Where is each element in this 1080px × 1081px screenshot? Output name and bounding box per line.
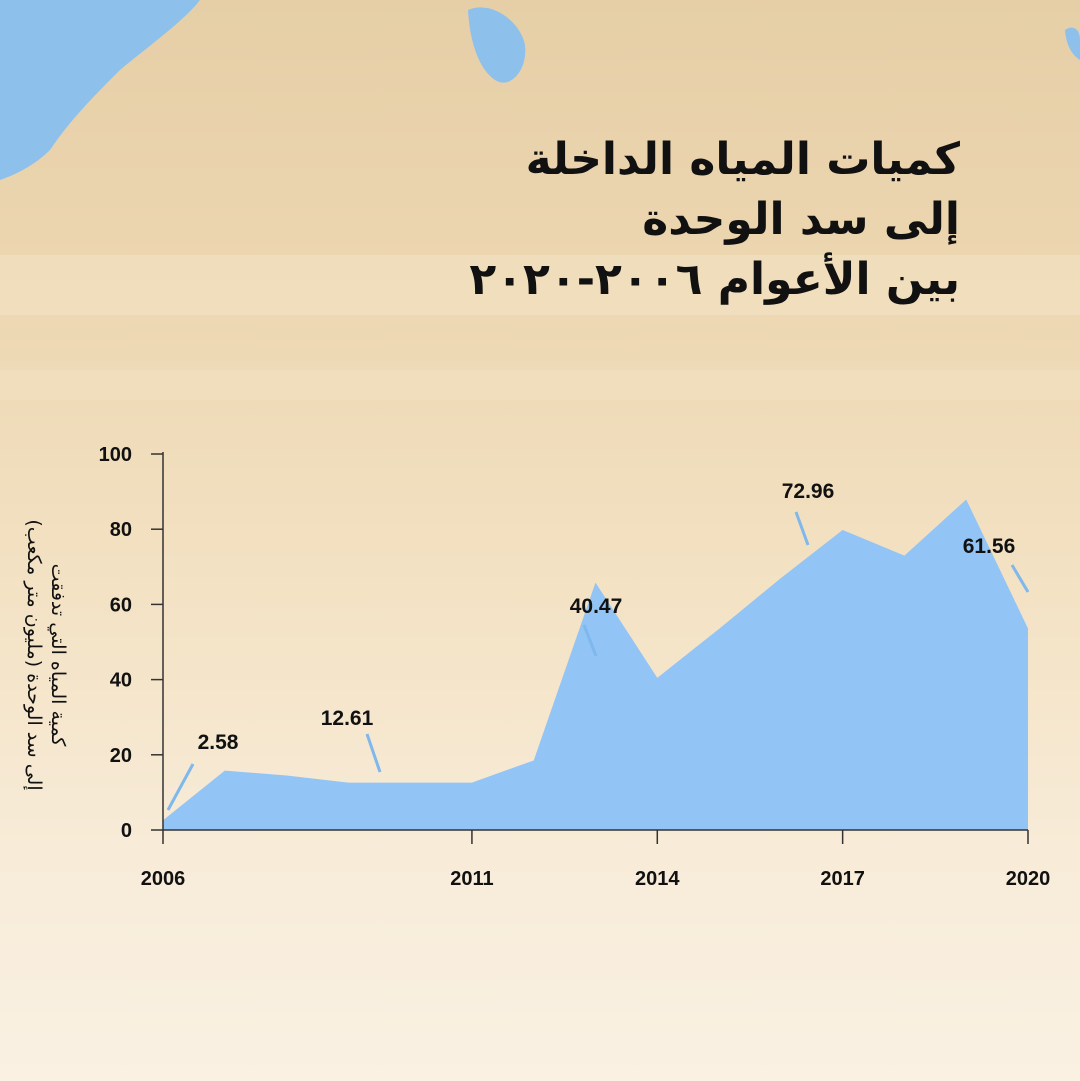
callout-line bbox=[582, 624, 598, 657]
haze-band bbox=[0, 255, 1080, 315]
y-axis-label-line: إلى سد الوحدة (مليون متر مكعب) bbox=[22, 519, 45, 790]
lake-shape bbox=[1065, 27, 1080, 61]
callout-line bbox=[794, 511, 810, 546]
chart-title: كميات المياه الداخلة إلى سد الوحدة بين ا… bbox=[360, 130, 960, 310]
x-tick-label: 2006 bbox=[141, 868, 186, 890]
water-area bbox=[0, 0, 200, 180]
title-line-1: كميات المياه الداخلة bbox=[525, 134, 960, 185]
y-tick-label: 100 bbox=[99, 444, 132, 466]
area-series bbox=[163, 499, 1028, 830]
data-label-2014: 40.47 bbox=[570, 595, 623, 618]
x-tick-label: 2017 bbox=[820, 868, 865, 890]
y-tick-label: 80 bbox=[110, 519, 132, 541]
x-tick-label: 2014 bbox=[635, 868, 680, 890]
data-label-2011: 12.61 bbox=[321, 707, 374, 730]
callout-line bbox=[1010, 564, 1030, 593]
lake-shape bbox=[468, 7, 526, 83]
y-tick-label: 60 bbox=[110, 594, 132, 616]
data-label-2020: 61.56 bbox=[963, 535, 1016, 558]
data-label-2006: 2.58 bbox=[198, 731, 239, 754]
title-line-3: بين الأعوام ٢٠٠٦-٢٠٢٠ bbox=[469, 254, 960, 305]
haze-band bbox=[0, 370, 1080, 400]
x-tick-label: 2020 bbox=[1006, 868, 1051, 890]
y-axis-label-line: كمية المياه التي تدفقت bbox=[47, 564, 69, 748]
y-tick-label: 0 bbox=[121, 820, 132, 842]
x-tick-label: 2011 bbox=[450, 868, 493, 890]
y-axis-label: كمية المياه التي تدفقتإلى سد الوحدة (ملي… bbox=[22, 519, 69, 790]
y-tick-label: 20 bbox=[110, 745, 132, 767]
callout-line bbox=[166, 763, 195, 811]
callout-line bbox=[365, 733, 382, 773]
title-line-2: إلى سد الوحدة bbox=[642, 194, 960, 245]
data-label-2017: 72.96 bbox=[782, 480, 835, 503]
y-tick-label: 40 bbox=[110, 670, 132, 692]
